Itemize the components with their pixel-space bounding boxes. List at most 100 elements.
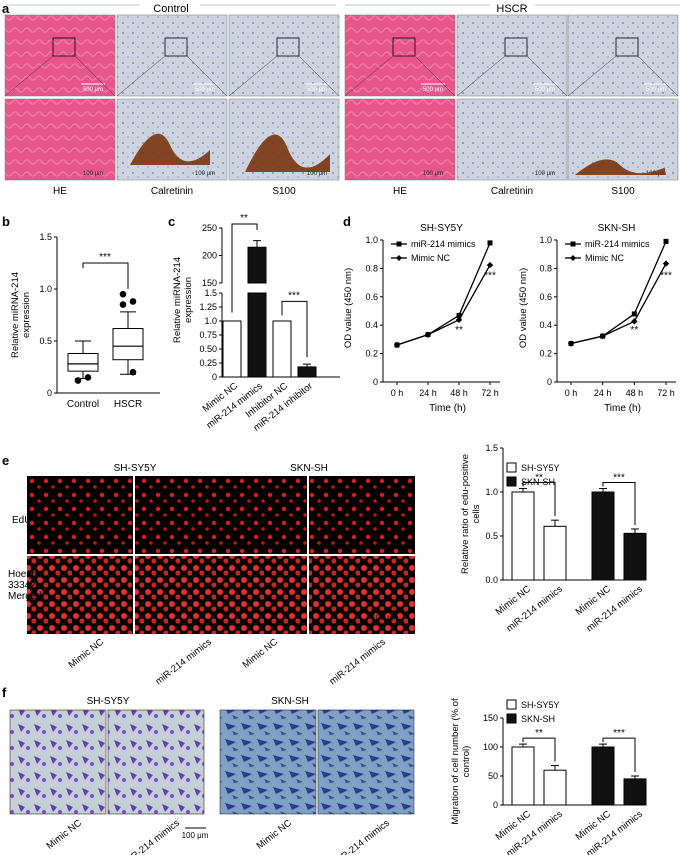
bar-2 xyxy=(591,746,615,806)
x-tick-label: Mimic NC xyxy=(241,637,280,671)
bar-1-lower xyxy=(247,292,267,378)
legend-label: miR-214 mimics xyxy=(585,239,650,249)
e-line-label-2: SKN-SH xyxy=(290,463,328,474)
y-tick-label: 150 xyxy=(202,278,217,288)
y-tick-label: 0.4 xyxy=(539,320,552,330)
box-hscr xyxy=(112,328,144,361)
image-bottom-hscr-he xyxy=(344,98,456,181)
stain-label-control-he: HE xyxy=(53,186,67,197)
image-bottom-hscr-s100 xyxy=(567,98,679,181)
panel-letter-c: c xyxy=(168,214,175,229)
zoom-inset-box xyxy=(615,37,639,57)
legend-label: miR-214 mimics xyxy=(411,239,476,249)
data-point xyxy=(631,311,637,317)
e-line-label-1: SH-SY5Y xyxy=(114,463,157,474)
f-scalebar-label: 100 μm xyxy=(182,831,209,840)
panel-f-migration: SH-SY5Y SKN-SH Mimic NC miR-214 mimics Mim… xyxy=(9,696,415,855)
y-tick-label: 0.6 xyxy=(365,292,378,302)
y-axis-label: Relative ratio of edu-positivecells xyxy=(460,454,482,574)
legend-label: SKN-SH xyxy=(521,477,555,487)
x-tick-label: 72 h xyxy=(657,388,675,398)
migration-image-1 xyxy=(107,709,205,815)
legend-marker xyxy=(570,255,576,261)
annotation: ** xyxy=(630,325,638,336)
stain-label-hscr-s100: S100 xyxy=(611,186,635,197)
y-tick-label: 1.25 xyxy=(199,302,217,312)
x-axis-label: Time (h) xyxy=(604,403,641,414)
data-point xyxy=(455,316,463,324)
bar-2 xyxy=(591,491,615,581)
significance-label: *** xyxy=(613,472,625,483)
panel-e-fluorescence: SH-SY5Y SKN-SH EdU Hoechst 33342/Merged M… xyxy=(8,463,415,687)
significance-bracket xyxy=(522,737,556,762)
y-tick-label: 0 xyxy=(47,388,52,398)
y-tick-label: 1.5 xyxy=(204,288,217,298)
scalebar-top-label: 500 μm xyxy=(83,87,103,93)
panel-letter-b: b xyxy=(2,214,10,229)
legend-label: SKN-SH xyxy=(521,714,555,724)
x-axis-label: Time (h) xyxy=(429,403,466,414)
row-label-line: Merged xyxy=(8,591,42,602)
hoechst-image-0 xyxy=(27,556,133,634)
data-point xyxy=(456,312,462,318)
y-tick-label: 0.5 xyxy=(39,336,52,346)
y-axis-label-line: Relative miRNA-214 xyxy=(10,272,21,358)
y-axis-label-line: cells xyxy=(471,504,482,523)
legend-label: Mimic NC xyxy=(411,253,450,263)
zoom-inset-box xyxy=(504,37,528,57)
y-tick-label: 0.4 xyxy=(365,320,378,330)
image-bottom-hscr-calretinin xyxy=(456,98,568,181)
panel-letter-e: e xyxy=(2,453,9,468)
row-label-edu: EdU xyxy=(12,515,31,526)
zoom-inset-box xyxy=(276,37,300,57)
hoechst-image-2 xyxy=(201,556,307,634)
legend-label: SH-SY5Y xyxy=(521,700,560,710)
row-label-hoechst: Hoechst 33342/Merged xyxy=(8,569,45,602)
legend-swatch xyxy=(506,699,517,710)
significance-label: *** xyxy=(288,290,300,301)
significance-bracket xyxy=(522,481,556,517)
image-top-control-s100 xyxy=(228,14,340,97)
data-point xyxy=(424,331,432,338)
y-tick-label: 1.0 xyxy=(39,284,52,294)
x-tick-label: 0 h xyxy=(391,388,404,398)
migration-image-0 xyxy=(9,709,107,815)
panel-letter-a: a xyxy=(2,1,10,16)
brown-staining-region xyxy=(130,133,210,165)
chart-b-boxplot: 0 0.5 1.0 1.5 Relative miRNA-214expression Co… xyxy=(10,232,160,410)
y-tick-label: 0.2 xyxy=(539,349,552,359)
y-tick-label: 0.6 xyxy=(539,292,552,302)
data-point xyxy=(393,341,401,349)
row-label-line: 33342/ xyxy=(8,580,39,591)
bar-1-upper xyxy=(247,246,267,284)
significance-label: *** xyxy=(99,252,111,263)
y-tick-label: 0.75 xyxy=(199,330,217,340)
outlier-point xyxy=(119,301,127,308)
significance-bracket xyxy=(231,223,258,313)
significance-bracket xyxy=(602,481,636,525)
zoom-line xyxy=(116,55,166,97)
y-axis-label: OD value (450 nm) xyxy=(343,268,354,348)
outlier-point xyxy=(74,377,82,384)
data-point xyxy=(486,261,494,269)
zoom-line xyxy=(567,55,617,97)
zoom-inset-box xyxy=(392,37,416,57)
bar-3 xyxy=(297,366,317,378)
significance-bracket xyxy=(82,262,129,289)
legend-swatch xyxy=(506,713,517,724)
x-tick-label: miR-214 mimics xyxy=(153,637,214,688)
y-tick-label: 1.0 xyxy=(485,487,498,497)
annotation: ** xyxy=(455,325,463,336)
chart-d-sh-sy5y: SH-SY5Y 0 0.2 0.4 0.6 0.8 1.0 OD value (450 nm)… xyxy=(343,223,500,414)
bar-3 xyxy=(623,532,647,581)
panel-a-histology: Control HSCR 500 μm 100 μm 500 μm 100 μm 500… xyxy=(4,3,680,197)
zoom-inset-box xyxy=(52,37,76,57)
outlier-point xyxy=(119,290,127,298)
legend-label: Mimic NC xyxy=(585,253,624,263)
edu-image-2 xyxy=(201,476,307,554)
panel-letter-f: f xyxy=(2,685,7,700)
scalebar-top-label: 500 μm xyxy=(195,87,215,93)
y-tick-label: 1.0 xyxy=(539,235,552,245)
